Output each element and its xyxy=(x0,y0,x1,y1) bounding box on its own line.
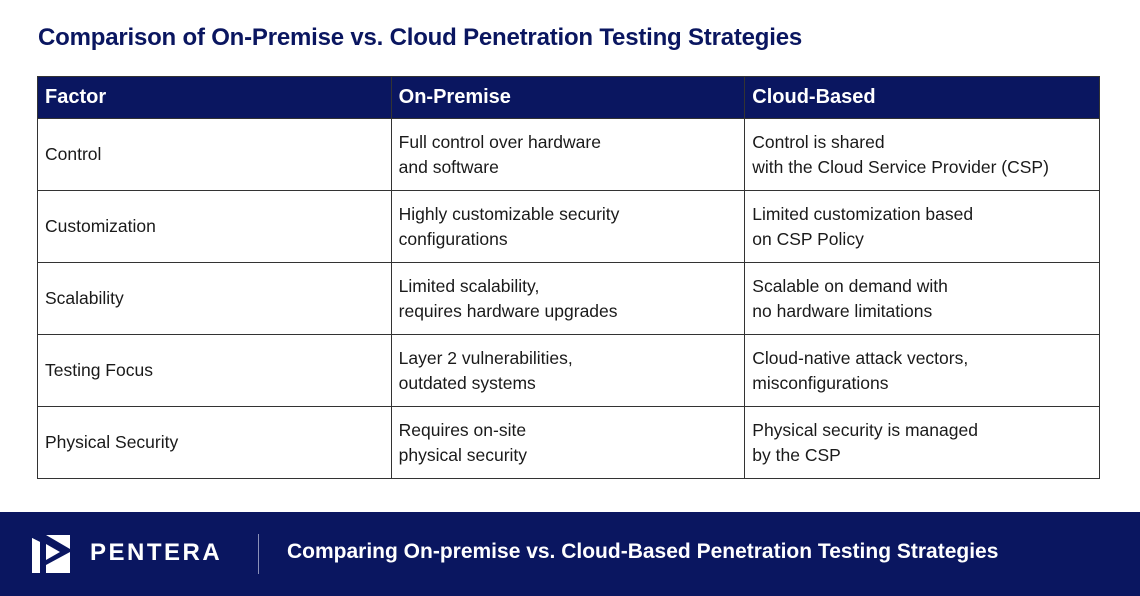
cell-factor: Scalability xyxy=(37,262,392,335)
cell-on-premise: Limited scalability, requires hardware u… xyxy=(390,262,746,335)
cell-cloud-based: Cloud-native attack vectors, misconfigur… xyxy=(744,334,1100,407)
cell-on-premise: Layer 2 vulnerabilities, outdated system… xyxy=(390,334,746,407)
footer-banner: PENTERA Comparing On-premise vs. Cloud-B… xyxy=(0,512,1140,596)
brand-name: PENTERA xyxy=(90,539,223,566)
table-row: Scalability Limited scalability, require… xyxy=(37,262,1100,335)
table-row: Customization Highly customizable securi… xyxy=(37,190,1100,263)
table-row: Control Full control over hardware and s… xyxy=(37,118,1100,191)
table-header-row: Factor On-Premise Cloud-Based xyxy=(37,76,1100,119)
cell-on-premise: Highly customizable security configurati… xyxy=(390,190,746,263)
footer-divider xyxy=(258,534,259,574)
table-row: Physical Security Requires on-site physi… xyxy=(37,406,1100,479)
cell-factor: Customization xyxy=(37,190,392,263)
comparison-table: Factor On-Premise Cloud-Based Control Fu… xyxy=(37,76,1100,479)
header-cloud-based: Cloud-Based xyxy=(744,76,1100,119)
footer-subtitle: Comparing On-premise vs. Cloud-Based Pen… xyxy=(287,540,999,563)
cell-on-premise: Full control over hardware and software xyxy=(390,118,746,191)
cell-cloud-based: Limited customization based on CSP Polic… xyxy=(744,190,1100,263)
cell-factor: Physical Security xyxy=(37,406,392,479)
cell-cloud-based: Control is shared with the Cloud Service… xyxy=(744,118,1100,191)
cell-on-premise: Requires on-site physical security xyxy=(390,406,746,479)
header-factor: Factor xyxy=(37,76,392,119)
table-row: Testing Focus Layer 2 vulnerabilities, o… xyxy=(37,334,1100,407)
cell-cloud-based: Scalable on demand with no hardware limi… xyxy=(744,262,1100,335)
pentera-logo-icon xyxy=(32,535,70,573)
page-title: Comparison of On-Premise vs. Cloud Penet… xyxy=(38,24,803,51)
header-on-premise: On-Premise xyxy=(390,76,746,119)
cell-cloud-based: Physical security is managed by the CSP xyxy=(744,406,1100,479)
cell-factor: Testing Focus xyxy=(37,334,392,407)
cell-factor: Control xyxy=(37,118,392,191)
